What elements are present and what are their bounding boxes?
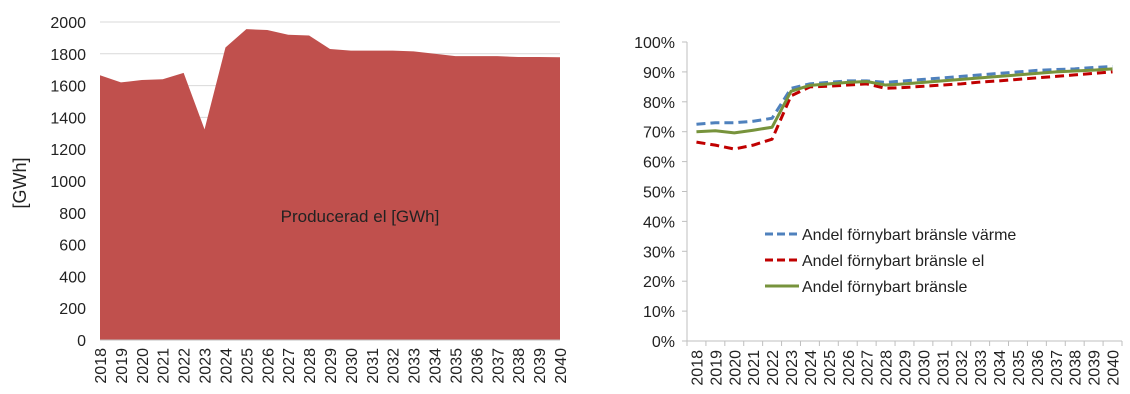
area-series-producerad-el: [100, 29, 560, 341]
x-tick-label: 2039: [1087, 350, 1104, 386]
y-tick-label: 1600: [50, 79, 86, 96]
y-tick-label: 0%: [652, 334, 675, 351]
y-tick-label: 600: [59, 238, 86, 255]
x-tick-label: 2027: [281, 348, 298, 384]
y-tick-label: 40%: [643, 214, 675, 231]
y-tick-label: 400: [59, 269, 86, 286]
y-tick-label: 2000: [50, 15, 86, 32]
y-tick-label: 20%: [643, 274, 675, 291]
x-tick-label: 2031: [365, 348, 382, 384]
y-tick-label: 1200: [50, 142, 86, 159]
y-tick-label: 100%: [634, 35, 675, 52]
x-tick-label: 2036: [469, 348, 486, 384]
x-tick-label: 2020: [727, 350, 744, 386]
x-tick-label: 2030: [916, 350, 933, 386]
legend-label: Andel förnybart bränsle värme: [802, 227, 1016, 244]
x-tick-label: 2024: [218, 348, 235, 384]
x-tick-label: 2036: [1030, 350, 1047, 386]
y-tick-label: 1000: [50, 174, 86, 191]
y-tick-label: 70%: [643, 125, 675, 142]
x-tick-label: 2025: [239, 348, 256, 384]
y-tick-label: 90%: [643, 65, 675, 82]
x-tick-label: 2024: [803, 350, 820, 386]
x-tick-label: 2037: [1049, 350, 1066, 386]
x-tick-label: 2029: [323, 348, 340, 384]
x-tick-label: 2037: [490, 348, 507, 384]
x-tick-label: 2019: [708, 350, 725, 386]
x-tick-label: 2021: [156, 348, 173, 384]
x-tick-label: 2033: [973, 350, 990, 386]
y-tick-label: 200: [59, 301, 86, 318]
legend-label: Andel förnybart bränsle: [802, 279, 968, 296]
y-tick-label: 0: [77, 333, 86, 350]
x-tick-label: 2030: [344, 348, 361, 384]
x-tick-label: 2029: [898, 350, 915, 386]
x-tick-label: 2023: [198, 348, 215, 384]
x-tick-label: 2033: [407, 348, 424, 384]
x-tick-label: 2035: [448, 348, 465, 384]
y-tick-label: 50%: [643, 185, 675, 202]
x-tick-label: 2040: [1106, 350, 1123, 386]
x-tick-label: 2040: [553, 348, 570, 384]
y-tick-label: 80%: [643, 95, 675, 112]
line-series-2: [696, 67, 1113, 135]
x-tick-label: 2026: [260, 348, 277, 384]
x-tick-label: 2032: [954, 350, 971, 386]
line-series-0: [696, 65, 1113, 126]
y-tick-label: 30%: [643, 244, 675, 261]
y-axis-label: [GWh]: [10, 157, 30, 208]
x-tick-label: 2018: [689, 350, 706, 386]
x-tick-label: 2022: [765, 350, 782, 386]
line-series-1: [696, 70, 1113, 151]
x-tick-label: 2018: [93, 348, 110, 384]
x-tick-label: 2020: [135, 348, 152, 384]
legend-label: Andel förnybart bränsle el: [802, 253, 984, 270]
x-tick-label: 2019: [114, 348, 131, 384]
x-tick-label: 2023: [784, 350, 801, 386]
x-tick-label: 2025: [822, 350, 839, 386]
line-chart-svg: 0% 10% 20% 30% 40% 50% 60% 70% 80% 90% 100% 2018 201…: [634, 35, 1123, 386]
y-tick-label: 1800: [50, 47, 86, 64]
x-tick-label: 2034: [428, 348, 445, 384]
x-tick-label: 2027: [860, 350, 877, 386]
y-tick-label: 10%: [643, 304, 675, 321]
x-tick-label: 2028: [302, 348, 319, 384]
x-tick-label: 2035: [1011, 350, 1028, 386]
x-tick-label: 2039: [532, 348, 549, 384]
x-tick-label: 2038: [1068, 350, 1085, 386]
y-tick-label: 60%: [643, 155, 675, 172]
x-tick-label: 2028: [879, 350, 896, 386]
y-tick-label: 800: [59, 206, 86, 223]
x-tick-label: 2031: [935, 350, 952, 386]
x-tick-label: 2038: [511, 348, 528, 384]
x-tick-label: 2034: [992, 350, 1009, 386]
area-chart-producerad-el: 0 200 400 600 800 1000 1200 1400 1600 1800 2000 201…: [10, 15, 570, 384]
y-tick-label: 1400: [50, 110, 86, 127]
x-tick-label: 2032: [386, 348, 403, 384]
line-chart-andel-fornybart: 0% 10% 20% 30% 40% 50% 60% 70% 80% 90% 100% 2018 201…: [600, 0, 1130, 394]
x-tick-label: 2022: [177, 348, 194, 384]
series-label-producerad-el: Producerad el [GWh]: [281, 207, 440, 226]
x-tick-label: 2021: [746, 350, 763, 386]
area-chart-svg: 0 200 400 600 800 1000 1200 1400 1600 1800 2000 201…: [10, 15, 570, 384]
x-tick-label: 2026: [841, 350, 858, 386]
